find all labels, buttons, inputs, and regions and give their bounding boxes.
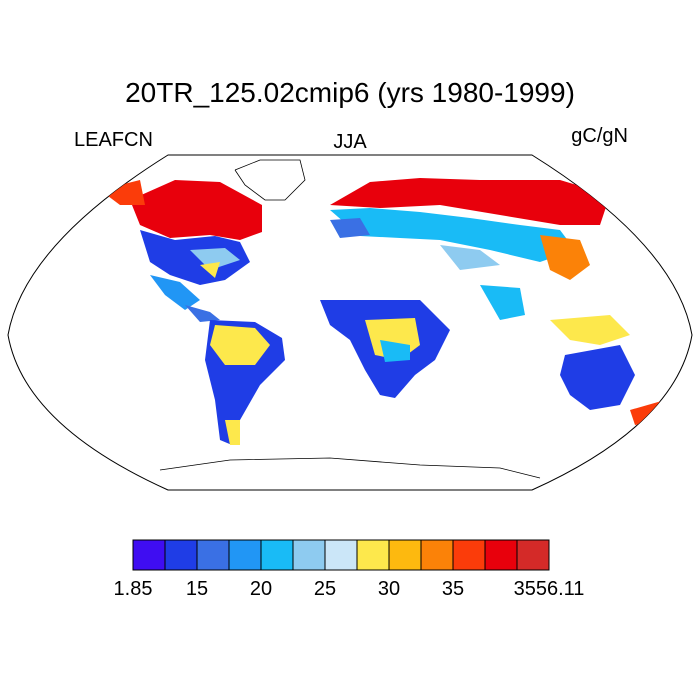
region-patagonia bbox=[225, 420, 240, 445]
colorbar-swatch bbox=[260, 539, 294, 571]
coastline-layer bbox=[159, 159, 541, 479]
colorbar-tick-label: 20 bbox=[249, 578, 273, 600]
region-india bbox=[480, 285, 525, 320]
colorbar-swatch bbox=[196, 539, 230, 571]
colorbar-swatch bbox=[484, 539, 518, 571]
colorbar-tick-label: 1.85 bbox=[113, 578, 153, 600]
region-amazon bbox=[210, 325, 270, 365]
plot-title: 20TR_125.02cmip6 (yrs 1980-1999) bbox=[125, 77, 575, 108]
region-australia bbox=[560, 345, 635, 410]
colorbar-tick-label: 35 bbox=[441, 578, 465, 600]
region-us-east bbox=[190, 248, 240, 270]
colorbar-swatch bbox=[228, 539, 262, 571]
colorbar-swatch bbox=[388, 539, 422, 571]
colorbar-tick-label: 3556.11 bbox=[513, 578, 585, 600]
land-field-layer bbox=[100, 178, 665, 445]
region-canada-boreal bbox=[130, 180, 262, 240]
region-china-east bbox=[540, 235, 590, 280]
colorbar-tick-label: 15 bbox=[185, 578, 209, 600]
colorbar-swatch bbox=[356, 539, 390, 571]
region-mexico bbox=[150, 275, 200, 310]
colorbar-swatch bbox=[132, 539, 166, 571]
colorbar-swatch bbox=[292, 539, 326, 571]
colorbar-tick-label: 30 bbox=[377, 578, 401, 600]
region-central-america bbox=[185, 305, 220, 322]
region-eurasia-mid bbox=[330, 208, 575, 262]
region-europe bbox=[330, 218, 370, 238]
variable-name: LEAFCN bbox=[74, 129, 153, 151]
coastline bbox=[234, 159, 306, 201]
region-us-southeast bbox=[200, 262, 220, 278]
colorbar-tick-label: 25 bbox=[313, 578, 337, 600]
colorbar-swatch bbox=[452, 539, 486, 571]
region-alaska bbox=[100, 180, 145, 205]
colorbar-swatch bbox=[420, 539, 454, 571]
coastline bbox=[159, 457, 541, 479]
region-usa bbox=[140, 230, 250, 285]
region-central-asia bbox=[440, 245, 500, 270]
region-russia-boreal bbox=[330, 178, 610, 225]
season-label: JJA bbox=[333, 131, 367, 153]
region-east-africa bbox=[380, 340, 410, 362]
units-label: gC/gN bbox=[571, 125, 628, 147]
region-indonesia bbox=[550, 315, 630, 345]
colorbar-swatch bbox=[324, 539, 358, 571]
colorbar-swatch bbox=[164, 539, 198, 571]
colorbar-swatch bbox=[516, 539, 550, 571]
